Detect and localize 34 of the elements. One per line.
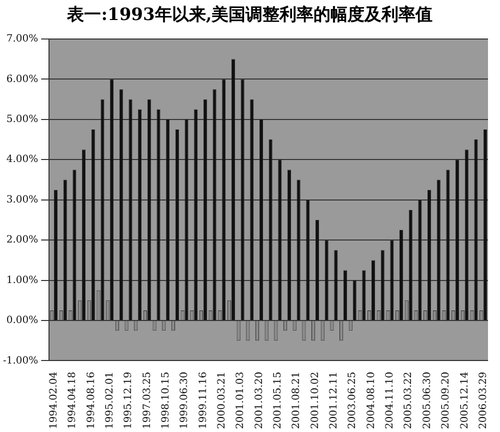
y-tick-label: 1.00% xyxy=(6,274,38,286)
y-tick-label: 2.00% xyxy=(6,234,38,246)
x-tick-label: 2001.12.11 xyxy=(328,372,340,430)
x-tick-label: 2005.06.30 xyxy=(422,372,433,430)
x-tick-label: 2004.11.10 xyxy=(384,372,396,430)
x-tick-label: 1995.12.19 xyxy=(123,372,134,430)
x-tick-label: 1994.08.16 xyxy=(86,372,97,430)
y-tick-label: 6.00% xyxy=(6,74,38,85)
y-tick-label: 7.00% xyxy=(6,34,38,45)
x-tick-label: 2004.08.10 xyxy=(366,372,377,430)
x-tick-label: 1998.10.15 xyxy=(160,372,172,430)
x-tick-label: 2003.06.25 xyxy=(347,372,358,430)
x-tick-label: 2001.03.20 xyxy=(254,372,265,430)
x-tick-label: 2005.03.22 xyxy=(403,372,414,430)
x-tick-label: 2001.01.03 xyxy=(235,372,246,430)
x-tick-label: 1995.02.01 xyxy=(104,372,116,430)
x-tick-label: 2005.12.14 xyxy=(459,372,470,430)
y-tick-label: -1.00% xyxy=(2,355,38,366)
x-tick-label: 2001.08.21 xyxy=(291,372,302,430)
x-tick-label: 1997.03.25 xyxy=(142,372,153,430)
x-tick-label: 2005.09.20 xyxy=(440,372,452,430)
x-tick-label: 2001.05.15 xyxy=(272,372,284,430)
x-tick-label: 2006.03.29 xyxy=(478,372,489,430)
y-tick-label: 5.00% xyxy=(6,114,38,126)
x-tick-label: 1994.04.18 xyxy=(67,372,78,430)
x-tick-label: 1999.06.30 xyxy=(179,372,190,430)
y-tick-label: 0.00% xyxy=(6,315,38,326)
x-tick-label: 2000.03.21 xyxy=(216,372,228,430)
chart-title: 表一:1993年以来,美国调整利率的幅度及利率值 xyxy=(66,4,434,27)
y-tick-label: 3.00% xyxy=(6,194,38,206)
y-tick-label: 4.00% xyxy=(6,154,38,166)
x-tick-label: 2001.10.02 xyxy=(310,372,321,430)
x-tick-label: 1994.02.04 xyxy=(48,372,60,430)
x-tick-label: 1999.11.16 xyxy=(198,372,209,430)
